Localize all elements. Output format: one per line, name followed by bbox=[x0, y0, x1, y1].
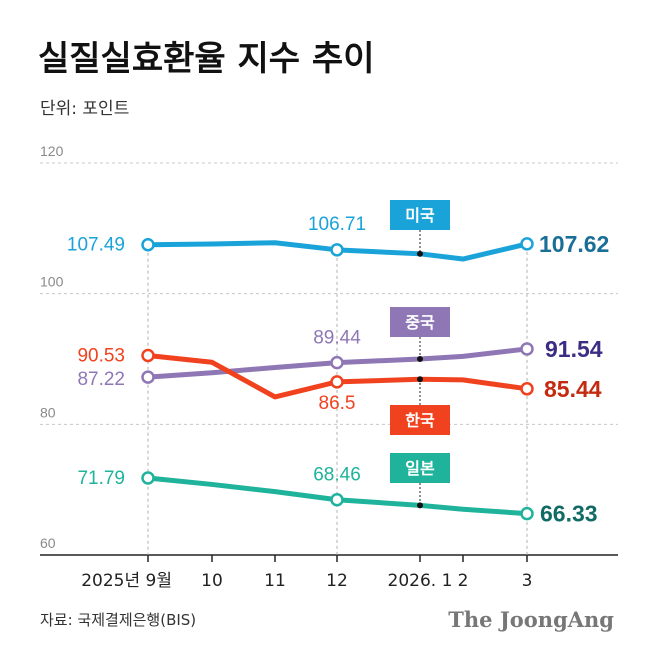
grid: 60 80 100 120 bbox=[40, 143, 618, 556]
data-label: 107.49 bbox=[67, 235, 125, 256]
data-label: 89.44 bbox=[313, 328, 361, 349]
data-labels: 107.49 106.71 107.62 87.22 89.44 91.54 90.53 86… bbox=[67, 214, 609, 527]
legend-badge-label: 중국 bbox=[405, 313, 435, 332]
data-label: 91.54 bbox=[545, 336, 603, 362]
badge-anchor-dot bbox=[417, 376, 423, 383]
data-point bbox=[330, 355, 344, 370]
x-tick-label: 2025년 9월 bbox=[81, 571, 172, 591]
legend-badge-label: 미국 bbox=[405, 206, 435, 225]
data-label: 71.79 bbox=[77, 468, 125, 489]
chart-title: 실질실효환율 지수 추이 bbox=[38, 39, 374, 79]
data-point bbox=[520, 237, 534, 251]
data-point bbox=[520, 382, 534, 396]
x-tick-label: 3 bbox=[522, 571, 533, 591]
data-point bbox=[330, 375, 344, 389]
data-point bbox=[330, 492, 344, 507]
y-tick-label: 80 bbox=[40, 404, 56, 420]
x-tick-label: 12 bbox=[326, 571, 348, 591]
y-tick-label: 100 bbox=[40, 274, 64, 290]
x-tick-label: 2 bbox=[458, 571, 469, 591]
data-label: 90.53 bbox=[77, 346, 125, 367]
data-point bbox=[330, 243, 344, 257]
x-tick-label: 11 bbox=[264, 571, 286, 591]
legend-badge bbox=[390, 453, 450, 483]
source-label: 자료: 국제결제은행(BIS) bbox=[40, 611, 196, 629]
guide-lines bbox=[147, 239, 528, 555]
data-label: 66.33 bbox=[540, 501, 598, 527]
data-point bbox=[520, 506, 534, 521]
legend-badge-label: 한국 bbox=[405, 411, 435, 430]
data-label: 107.62 bbox=[539, 231, 609, 257]
data-point bbox=[141, 471, 155, 485]
data-label: 106.71 bbox=[308, 214, 366, 235]
badge-anchor-dot bbox=[417, 250, 423, 257]
legend-badge bbox=[390, 200, 450, 230]
unit-label: 단위: 포인트 bbox=[40, 99, 129, 119]
data-point bbox=[141, 237, 155, 252]
data-point bbox=[520, 342, 534, 356]
x-tick-label: 10 bbox=[201, 571, 223, 591]
publisher-logo: The JoongAng bbox=[448, 607, 614, 632]
y-tick-label: 120 bbox=[40, 143, 64, 159]
legend-badge bbox=[390, 405, 450, 435]
legend-badge-label: 일본 bbox=[405, 459, 435, 478]
badge-anchor-dot bbox=[417, 356, 423, 362]
data-label: 68.46 bbox=[313, 465, 361, 486]
badge-anchor-dot bbox=[417, 502, 423, 509]
data-point bbox=[141, 370, 155, 384]
data-label: 85.44 bbox=[544, 376, 602, 402]
x-tick-label: 2026. 1 bbox=[388, 571, 453, 591]
data-label: 87.22 bbox=[77, 369, 125, 390]
series-lines bbox=[141, 237, 534, 521]
data-label: 86.5 bbox=[319, 393, 356, 414]
legend-badge bbox=[390, 307, 450, 337]
y-tick-label: 60 bbox=[40, 535, 56, 551]
data-point bbox=[141, 348, 155, 363]
